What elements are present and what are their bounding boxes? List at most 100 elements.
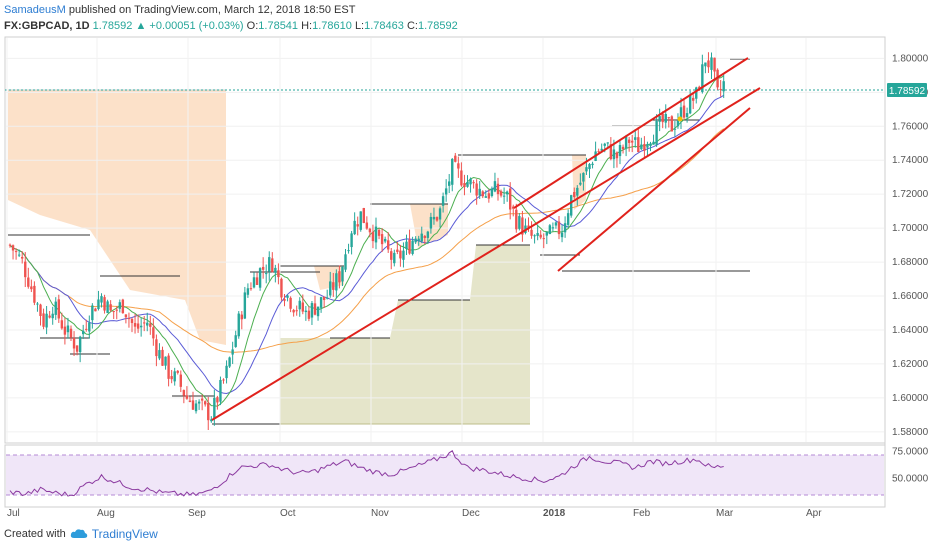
candle-body bbox=[597, 151, 600, 153]
candle-body bbox=[350, 233, 353, 248]
candle-body bbox=[112, 311, 115, 313]
candle-body bbox=[286, 295, 289, 298]
candle-body bbox=[518, 216, 521, 229]
candle-body bbox=[667, 117, 670, 119]
sma-fast-line bbox=[9, 75, 724, 407]
candle-body bbox=[374, 226, 378, 243]
candles bbox=[8, 52, 725, 430]
candle-body bbox=[411, 240, 414, 254]
candle-body bbox=[185, 395, 189, 399]
candle-body bbox=[515, 209, 518, 230]
author-link[interactable]: SamadeusM bbox=[4, 4, 66, 16]
candle-body bbox=[39, 304, 42, 317]
candle-body bbox=[100, 296, 103, 303]
candle-body bbox=[383, 238, 387, 242]
time-tick-label: Jul bbox=[7, 508, 20, 519]
candle-body bbox=[356, 224, 359, 227]
candle-body bbox=[139, 325, 143, 328]
candle-body bbox=[359, 211, 362, 230]
candle-body bbox=[152, 327, 155, 339]
candle-body bbox=[127, 318, 131, 320]
rsi-tick-label: 50.0000 bbox=[892, 474, 929, 485]
candle-body bbox=[603, 143, 606, 146]
last-price: 1.78592 bbox=[92, 20, 133, 32]
candle-body bbox=[66, 325, 70, 333]
candle-body bbox=[624, 136, 628, 149]
candle-body bbox=[585, 167, 588, 172]
candle-body bbox=[277, 270, 280, 278]
candle-body bbox=[332, 282, 335, 290]
candle-body bbox=[588, 164, 591, 170]
candle-body bbox=[94, 308, 97, 312]
time-tick-label: Oct bbox=[280, 508, 296, 519]
candle-body bbox=[143, 322, 146, 324]
candle-body bbox=[170, 376, 173, 380]
candle-body bbox=[621, 146, 625, 150]
time-tick-label: Mar bbox=[716, 508, 734, 519]
tradingview-cloud-icon bbox=[70, 529, 88, 538]
candle-body bbox=[326, 297, 329, 299]
candle-body bbox=[673, 128, 677, 130]
candle-body bbox=[701, 64, 704, 93]
candle-body bbox=[432, 216, 436, 220]
symbol-label: FX:GBPCAD, 1D bbox=[4, 20, 90, 32]
time-tick-label: Aug bbox=[97, 508, 115, 519]
candle-body bbox=[396, 249, 399, 252]
candle-body bbox=[685, 113, 689, 118]
candle-body bbox=[298, 300, 301, 310]
candle-body bbox=[72, 338, 76, 349]
candle-body bbox=[505, 191, 509, 195]
candle-body bbox=[133, 323, 137, 327]
candle-body bbox=[551, 227, 555, 229]
candle-body bbox=[563, 223, 567, 233]
candle-body bbox=[380, 234, 384, 245]
candle-body bbox=[301, 302, 304, 312]
candle-body bbox=[289, 297, 292, 309]
candle-body bbox=[582, 172, 585, 182]
price-chart[interactable]: 1.800001.780001.760001.740001.720001.700… bbox=[0, 0, 932, 520]
candle-body bbox=[249, 288, 253, 290]
price-tick-label: 1.62000 bbox=[892, 359, 929, 370]
candle-body bbox=[310, 303, 314, 318]
candle-body bbox=[661, 113, 664, 123]
candle-body bbox=[60, 320, 64, 329]
rsi-axis: 75.0000 50.0000 bbox=[892, 446, 929, 484]
price-tick-label: 1.68000 bbox=[892, 257, 929, 268]
candle-body bbox=[627, 139, 631, 143]
candle-body bbox=[11, 245, 15, 251]
open-value: 1.78541 bbox=[258, 20, 299, 32]
time-axis: Jul Aug Sep Oct Nov Dec 2018 Feb Mar Apr bbox=[7, 508, 822, 519]
created-with-label: Created with bbox=[4, 528, 66, 540]
candle-body bbox=[429, 216, 433, 229]
time-tick-label: 2018 bbox=[543, 508, 566, 519]
candle-body bbox=[707, 60, 710, 68]
candle-body bbox=[387, 240, 390, 250]
candle-body bbox=[566, 213, 570, 225]
candle-body bbox=[82, 330, 85, 335]
candle-body bbox=[167, 355, 170, 379]
candle-body bbox=[115, 309, 118, 311]
publish-line: SamadeusM published on TradingView.com, … bbox=[4, 4, 355, 16]
candle-body bbox=[469, 178, 472, 185]
candle-body bbox=[539, 234, 542, 238]
sma-slow-line bbox=[9, 128, 724, 353]
candle-body bbox=[36, 303, 39, 305]
candle-body bbox=[710, 57, 713, 70]
candle-body bbox=[194, 403, 198, 412]
candle-body bbox=[246, 288, 250, 295]
candle-body bbox=[54, 301, 57, 315]
candle-body bbox=[679, 107, 683, 120]
candle-body bbox=[164, 356, 167, 366]
candle-body bbox=[591, 163, 594, 166]
tradingview-brand-link[interactable]: TradingView bbox=[91, 527, 158, 541]
candle-body bbox=[634, 137, 637, 140]
candle-body bbox=[444, 188, 448, 195]
candle-body bbox=[533, 235, 536, 237]
rsi-line bbox=[9, 450, 724, 497]
candle-body bbox=[417, 238, 420, 241]
trendline-lower-steep bbox=[557, 107, 751, 272]
candle-body bbox=[231, 349, 234, 355]
candle-body bbox=[335, 273, 338, 291]
candle-body bbox=[371, 231, 375, 242]
candle-body bbox=[213, 397, 216, 419]
